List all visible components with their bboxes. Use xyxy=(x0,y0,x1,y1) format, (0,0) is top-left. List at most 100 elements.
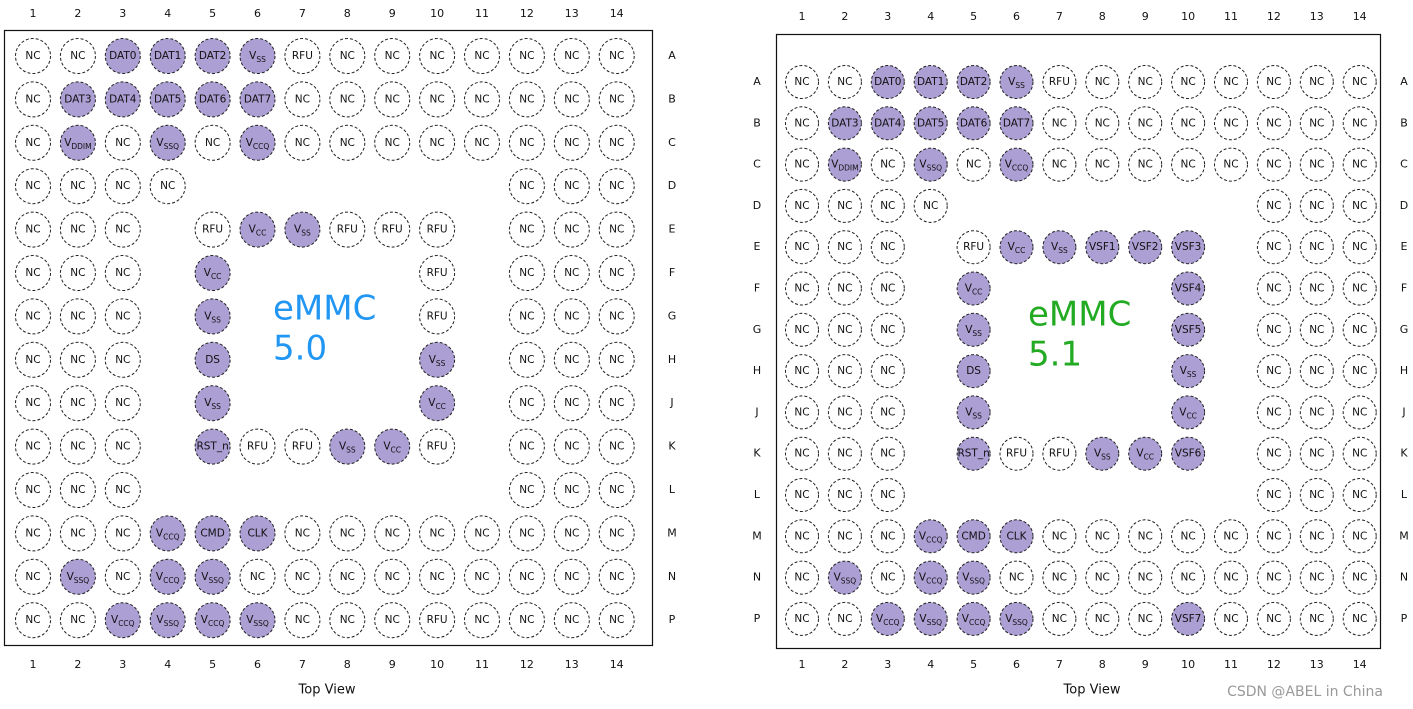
signal-ball xyxy=(827,106,862,141)
ball-label-sub: SS xyxy=(211,402,221,411)
unused-ball xyxy=(464,558,500,595)
ball-label: VSS xyxy=(1008,76,1025,90)
column-label: 8 xyxy=(344,7,351,20)
signal-ball xyxy=(956,601,991,636)
ball-label-main: DS xyxy=(205,354,220,366)
ball-label: NC xyxy=(25,50,40,62)
ball-label-sub: SS xyxy=(211,315,221,324)
ball-label: NC xyxy=(880,406,895,418)
unused-ball xyxy=(598,38,635,74)
unused-ball xyxy=(1299,106,1334,141)
row-label: B xyxy=(1400,116,1408,129)
signal-ball xyxy=(999,65,1034,99)
unused-ball xyxy=(598,298,635,335)
ball-label-sub: SSQ xyxy=(841,577,857,586)
ball-label-sub: SS xyxy=(972,329,982,338)
ball-label: NC xyxy=(966,159,981,171)
signal-ball xyxy=(870,106,905,141)
signal-ball xyxy=(913,65,948,99)
ball-label-main: DAT0 xyxy=(874,76,901,88)
ball-label: RST_n xyxy=(957,448,989,460)
unused-ball xyxy=(598,602,635,639)
ball-label: NC xyxy=(1052,159,1067,171)
ball-label-main: V xyxy=(965,324,973,336)
row-label: N xyxy=(753,571,761,584)
ball-label-main: DAT3 xyxy=(64,93,91,105)
unused-ball xyxy=(329,38,366,74)
column-label: 12 xyxy=(520,658,534,671)
signal-ball xyxy=(913,519,948,554)
signal-ball xyxy=(239,124,276,161)
column-label: 3 xyxy=(119,7,126,20)
ball-label-main: V xyxy=(156,614,164,626)
ball-label-main: VSF7 xyxy=(1175,613,1202,625)
ball-label: VSF7 xyxy=(1175,613,1202,625)
ball-label: NC xyxy=(430,50,445,62)
ball-label-main: V xyxy=(1180,365,1188,377)
ball-label: VCCQ xyxy=(156,571,180,585)
ball-label: NC xyxy=(1309,241,1324,253)
column-label: 10 xyxy=(1181,10,1195,23)
ball-label: NC xyxy=(1138,159,1153,171)
ball-label: NC xyxy=(1309,489,1324,501)
unused-ball xyxy=(1299,312,1334,347)
ball-label-sub: CCQ xyxy=(926,577,942,586)
ball-label: NC xyxy=(837,241,852,253)
row-label: B xyxy=(753,116,761,129)
column-label: 8 xyxy=(1099,10,1106,23)
ball-label: NC xyxy=(1223,159,1238,171)
ball-label: VSSQ xyxy=(919,613,942,627)
signal-ball xyxy=(419,385,456,422)
column-label: 12 xyxy=(520,7,534,20)
unused-ball xyxy=(1171,65,1206,99)
ball-label: NC xyxy=(295,527,310,539)
ball-label: DAT6 xyxy=(960,117,988,129)
ball-label-sub: SS xyxy=(436,359,446,368)
signal-ball xyxy=(194,255,231,291)
row-label: H xyxy=(668,353,676,366)
signal-ball xyxy=(149,558,186,595)
ball-label: NC xyxy=(1309,613,1324,625)
ball-label: NC xyxy=(1309,324,1324,336)
ball-label: NC xyxy=(1266,283,1281,295)
unused-ball xyxy=(785,354,819,389)
ball-label: NC xyxy=(609,137,624,149)
ball-label: NC xyxy=(609,93,624,105)
ball-label: NC xyxy=(295,137,310,149)
unused-ball xyxy=(419,298,456,335)
column-label: 9 xyxy=(1142,658,1149,671)
column-label: 13 xyxy=(1310,10,1324,23)
ball-label: NC xyxy=(430,137,445,149)
ball-label: VCC xyxy=(1008,241,1026,255)
ball-label: NC xyxy=(340,614,355,626)
ball-label: NC xyxy=(1138,76,1153,88)
unused-ball xyxy=(329,81,366,118)
ball-label: NC xyxy=(794,200,809,212)
unused-ball xyxy=(59,341,96,378)
ball-label: RFU xyxy=(1049,76,1070,88)
ball-label: NC xyxy=(1052,572,1067,584)
signal-ball xyxy=(194,81,231,118)
unused-ball xyxy=(999,560,1034,595)
unused-ball xyxy=(1342,560,1377,595)
ball-label: NC xyxy=(519,571,534,583)
ball-label-main: V xyxy=(831,159,839,171)
ball-label-main: V xyxy=(64,137,72,149)
unused-ball xyxy=(508,81,545,118)
unused-ball xyxy=(785,188,819,223)
column-label: 12 xyxy=(1267,658,1281,671)
ball-label: VSS xyxy=(965,324,982,338)
ball-label: NC xyxy=(1266,530,1281,542)
ball-label: DAT4 xyxy=(109,93,137,105)
signal-ball xyxy=(1085,230,1120,265)
ball-label-sub: SSQ xyxy=(969,577,985,586)
unused-ball xyxy=(508,298,545,335)
ball-label-main: V xyxy=(919,159,927,171)
unused-ball xyxy=(1214,106,1248,141)
unused-ball xyxy=(15,385,51,422)
ball-label: VSS xyxy=(1180,365,1197,379)
ball-label: NC xyxy=(1352,283,1367,295)
unused-ball xyxy=(284,428,321,465)
row-label: L xyxy=(754,488,761,501)
unused-ball xyxy=(1256,188,1291,223)
